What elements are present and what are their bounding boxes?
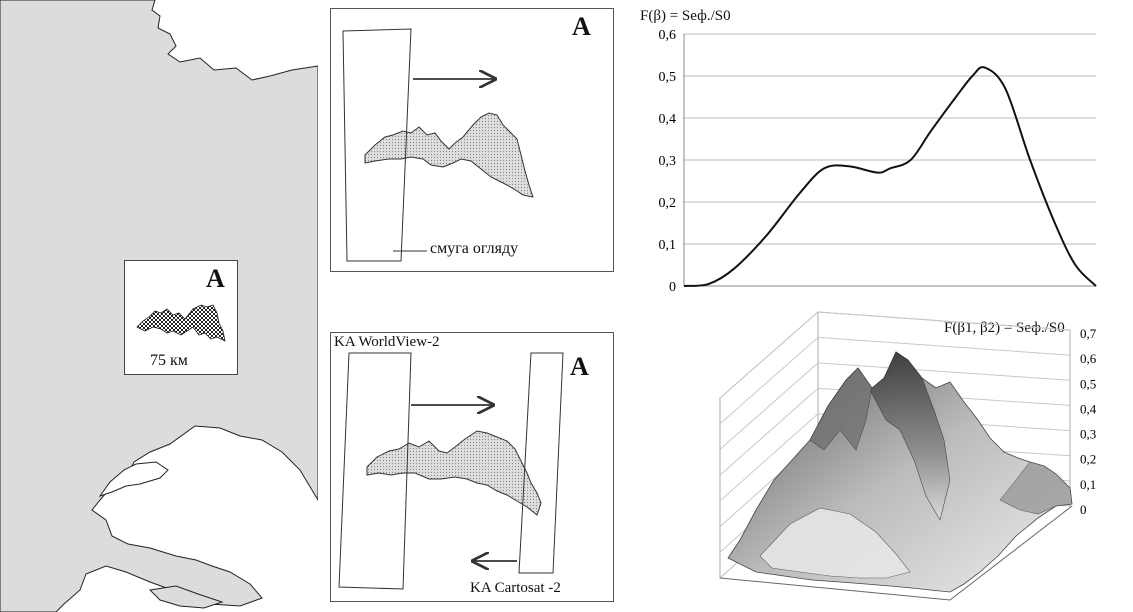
surface-ridge-dark (869, 351, 951, 521)
chart1-ytick-label: 0,5 (659, 70, 677, 85)
panel-top-label: A (572, 12, 591, 41)
surface-ztick-label: 0,2 (1080, 452, 1096, 467)
surface-right-lobe (999, 461, 1073, 515)
map-inset-frame (124, 260, 238, 375)
panel-bottom-frame (330, 332, 614, 602)
surface-ztick-label: 0,5 (1080, 376, 1096, 391)
map-inset-label: A (206, 264, 225, 293)
swath-strip-cartosat (518, 352, 564, 574)
surface-gridline (719, 413, 1071, 502)
chart1-ytick-label: 0,2 (659, 196, 677, 211)
inlet (98, 461, 169, 497)
chart2-title: F(β1, β2) = Sеф./S0 (944, 320, 1065, 336)
chart1-ytick-label: 0,1 (659, 238, 677, 253)
satellite1-label: KA WorldView-2 (334, 334, 440, 350)
surface-ztick-label: 0,6 (1080, 351, 1097, 366)
surface-ztick-label: 0,7 (1080, 326, 1097, 341)
swath-strip (342, 28, 412, 262)
surface-front-fold (759, 507, 911, 579)
surface-ztick-label: 0,4 (1080, 401, 1097, 416)
surface-chart: 0 0,1 0,2 0,3 0,4 0,5 0,6 0,7 (719, 311, 1097, 601)
coast-island (148, 585, 224, 609)
swath-label: смуга огляду (430, 240, 519, 257)
surface-gridline (719, 311, 1071, 399)
surface-ztick-label: 0,1 (1080, 477, 1096, 492)
panel-top-drawing (342, 28, 534, 262)
target-region-shape (366, 430, 542, 516)
surface-base (719, 505, 1073, 601)
surface-ztick-label: 0 (1080, 502, 1087, 517)
line-chart: 0 0,1 0,2 0,3 0,4 0,5 0,6 (659, 28, 1097, 295)
chart1-ytick-label: 0,4 (659, 112, 677, 127)
chart1-title: F(β) = Sеф./S0 (640, 8, 731, 24)
chart1-ytick-label: 0 (669, 280, 676, 295)
surface-gridline (719, 362, 1071, 450)
region-shape-icon (136, 304, 226, 342)
panel-bottom-drawing (338, 352, 564, 590)
scale-label: 75 км (150, 352, 188, 369)
panel-bottom-label: A (570, 352, 589, 381)
chart1-series-line (683, 66, 1097, 287)
panel-top-frame (330, 8, 614, 272)
chart1-ytick-label: 0,3 (659, 154, 677, 169)
surface-ztick-label: 0,3 (1080, 427, 1096, 442)
surface-gridline (719, 387, 1071, 476)
chart1-ytick-label: 0,6 (659, 28, 677, 43)
surface-zticks: 0 0,1 0,2 0,3 0,4 0,5 0,6 0,7 (1080, 326, 1097, 517)
swath-strip-worldview (338, 352, 412, 590)
target-region-shape (364, 112, 534, 198)
satellite2-label: KA Cartosat -2 (470, 580, 561, 596)
surface-ridge-left (809, 367, 873, 451)
surface-gridline (719, 336, 1071, 425)
